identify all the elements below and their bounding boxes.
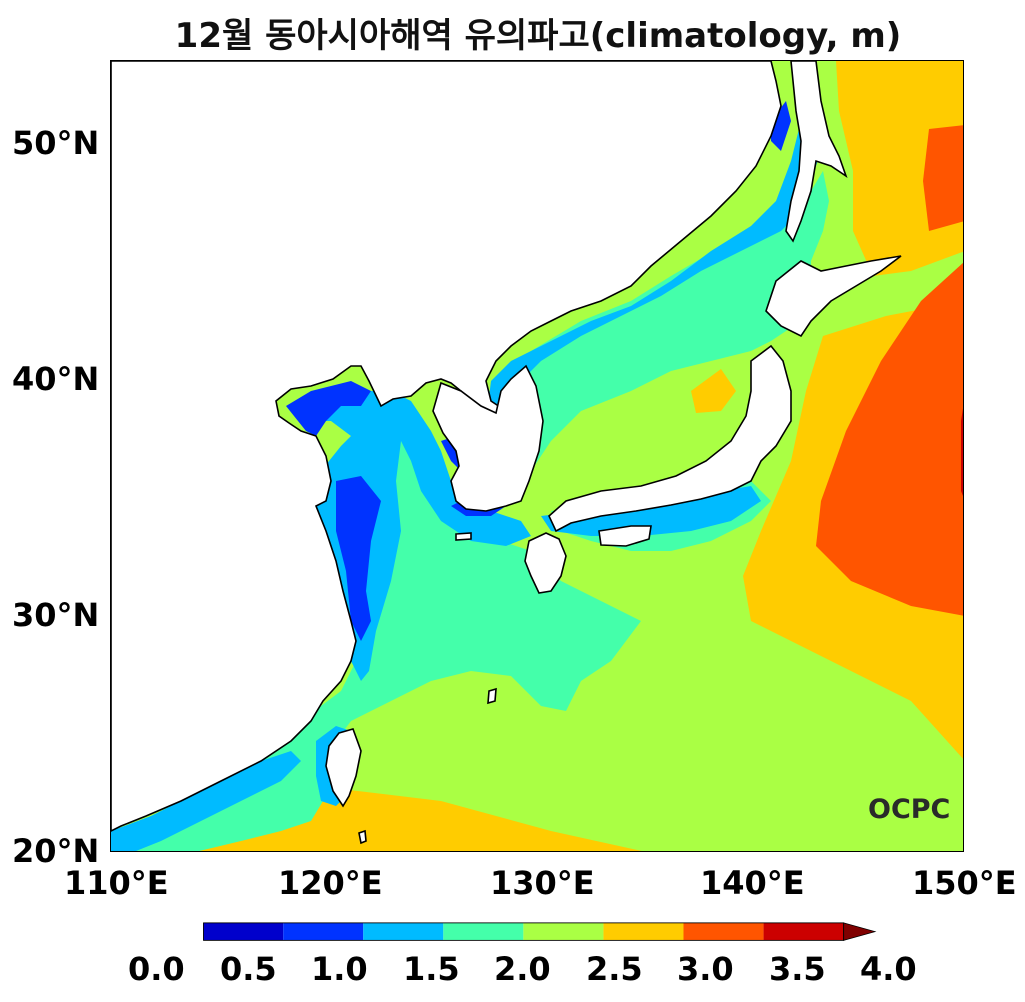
colorbar-outline bbox=[203, 922, 845, 941]
colorbar-tick-3: 1.5 bbox=[403, 950, 460, 988]
contour-3-5-to-4-0 bbox=[961, 408, 963, 496]
colorbar bbox=[203, 922, 877, 941]
lat-label-30n: 30°N bbox=[12, 596, 100, 634]
colorbar-tick-0: 0.0 bbox=[128, 950, 185, 988]
colorbar-segment bbox=[203, 922, 284, 941]
land-jeju bbox=[455, 532, 472, 541]
wave-height-map bbox=[110, 60, 964, 852]
land-kyushu bbox=[524, 532, 567, 594]
colorbar-tick-7: 3.5 bbox=[769, 950, 826, 988]
colorbar-segment bbox=[763, 922, 844, 941]
colorbar-tick-4: 2.0 bbox=[494, 950, 551, 988]
contour-0-5-to-1-0-yellow-sea-west bbox=[336, 476, 381, 641]
contour-1-5-to-2-0-yellow-sea bbox=[121, 411, 641, 851]
colorbar-tick-8: 4.0 bbox=[860, 950, 917, 988]
colorbar-tick-2: 1.0 bbox=[311, 950, 368, 988]
land-korean-peninsula bbox=[432, 364, 544, 512]
contour-1-0-to-1-5-japan-south bbox=[541, 486, 761, 536]
lat-label-40n: 40°N bbox=[12, 360, 100, 398]
colorbar-segment bbox=[363, 922, 444, 941]
land-hainan-edge bbox=[358, 829, 367, 845]
map-svg bbox=[111, 61, 963, 851]
lat-label-20n: 20°N bbox=[12, 832, 100, 870]
lon-label-110e: 110°E bbox=[64, 864, 169, 902]
contour-0-5-to-1-0-bohai bbox=[286, 381, 371, 436]
colorbar-tick-5: 2.5 bbox=[586, 950, 643, 988]
contour-2-5-to-3-0-east-sea bbox=[691, 369, 736, 413]
contour-3-0-to-3-5-north bbox=[923, 125, 963, 231]
land-okinawa bbox=[487, 687, 497, 705]
contour-0-5-to-1-0-east-coast bbox=[771, 101, 791, 151]
colorbar-segment bbox=[283, 922, 364, 941]
contour-1-5-to-2-0-taiwan-strait bbox=[299, 741, 321, 781]
contour-1-0-to-1-5-china-coast bbox=[111, 751, 301, 851]
land bbox=[111, 61, 902, 845]
land-shikoku bbox=[598, 525, 652, 547]
ocpc-logo: OCPC bbox=[868, 794, 951, 825]
colorbar-segment bbox=[683, 922, 764, 941]
colorbar-segment bbox=[443, 922, 524, 941]
colorbar-tick-1: 0.5 bbox=[220, 950, 277, 988]
colorbar-segment bbox=[523, 922, 604, 941]
contour-3-0-to-3-5-east bbox=[816, 262, 963, 616]
lon-label-150e: 150°E bbox=[912, 864, 1017, 902]
lon-label-130e: 130°E bbox=[490, 864, 595, 902]
lat-label-50n: 50°N bbox=[12, 124, 100, 162]
land-taiwan bbox=[325, 728, 362, 808]
land-hokkaido bbox=[765, 255, 902, 338]
map-title: 12월 동아시아해역 유의파고(climatology, m) bbox=[174, 16, 902, 56]
land-honshu bbox=[548, 344, 792, 533]
colorbar-segment bbox=[603, 922, 684, 941]
lon-label-120e: 120°E bbox=[278, 864, 383, 902]
lon-label-140e: 140°E bbox=[700, 864, 805, 902]
land-asia-mainland bbox=[111, 61, 782, 832]
land-sakhalin bbox=[785, 61, 848, 243]
colorbar-extend-arrow bbox=[843, 922, 877, 941]
colorbar-tick-6: 3.0 bbox=[677, 950, 734, 988]
